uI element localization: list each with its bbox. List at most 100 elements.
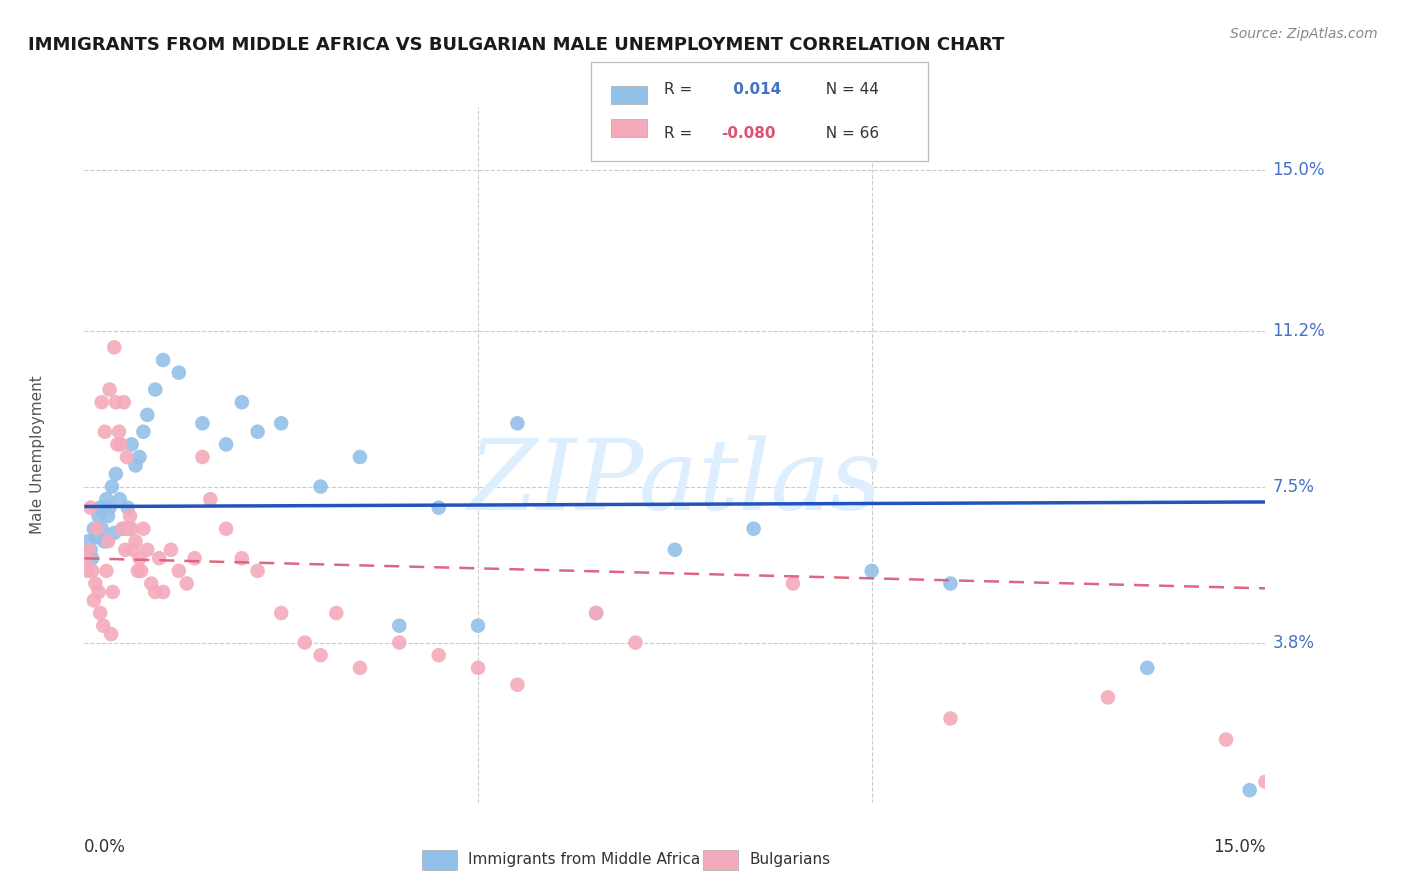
Point [93,534,115,549]
Point [128,551,150,566]
Point [89,500,111,515]
Point [467,661,489,675]
Point [270,417,292,431]
Point [100,627,122,641]
Point [585,606,607,620]
Point [104,467,127,481]
Point [108,425,131,439]
Point [96,564,118,578]
Point [101,585,124,599]
Point [624,635,647,649]
Point [309,479,332,493]
Point [152,585,174,599]
Text: 0.014: 0.014 [728,82,782,97]
Point [91,618,114,632]
Point [200,492,222,507]
Point [108,492,131,507]
Text: N = 66: N = 66 [815,126,879,141]
Point [325,606,347,620]
Point [87,585,110,599]
Point [141,576,163,591]
Point [148,551,170,566]
Point [349,661,371,675]
Point [110,437,132,451]
Point [152,353,174,368]
Point [111,522,134,536]
Point [112,522,135,536]
Point [136,408,159,422]
Point [427,500,450,515]
Point [506,417,529,431]
Point [83,593,105,607]
Point [349,450,371,464]
Point [94,425,117,439]
Point [309,648,332,663]
Point [215,522,238,536]
Point [79,500,101,515]
Point [82,551,104,566]
Text: 15.0%: 15.0% [1272,161,1324,179]
Point [427,648,450,663]
Text: 0.0%: 0.0% [84,838,127,856]
Point [124,458,146,473]
Point [215,437,238,451]
Point [97,534,120,549]
Point [1136,661,1159,675]
Point [89,606,111,620]
Point [103,525,125,540]
Point [742,522,765,536]
Point [176,576,198,591]
Point [82,564,104,578]
FancyBboxPatch shape [610,120,647,137]
Text: 15.0%: 15.0% [1213,838,1265,856]
Point [294,635,316,649]
Point [160,542,183,557]
Point [101,479,124,493]
Point [77,542,100,557]
Text: 7.5%: 7.5% [1272,477,1315,496]
Point [467,618,489,632]
Point [506,678,529,692]
Point [782,576,804,591]
Point [84,576,107,591]
Point [117,522,139,536]
Text: -0.080: -0.080 [721,126,776,141]
Point [84,530,107,544]
Point [246,425,269,439]
Text: IMMIGRANTS FROM MIDDLE AFRICA VS BULGARIAN MALE UNEMPLOYMENT CORRELATION CHART: IMMIGRANTS FROM MIDDLE AFRICA VS BULGARI… [28,36,1004,54]
Point [115,450,138,464]
Point [860,564,883,578]
Point [104,395,127,409]
Point [136,542,159,557]
Point [939,711,962,725]
Point [122,542,145,557]
Text: Bulgarians: Bulgarians [749,853,831,867]
Text: 11.2%: 11.2% [1272,321,1326,340]
Text: Source: ZipAtlas.com: Source: ZipAtlas.com [1230,27,1378,41]
Text: R =: R = [664,82,697,97]
Point [246,564,269,578]
Text: 3.8%: 3.8% [1272,633,1315,651]
Point [121,437,143,451]
Point [97,509,120,524]
Point [388,618,411,632]
Point [121,522,143,536]
Point [76,564,98,578]
Point [117,500,139,515]
Point [143,383,166,397]
Point [90,522,112,536]
Text: Male Unemployment: Male Unemployment [30,376,45,534]
Point [124,534,146,549]
Point [167,564,190,578]
Point [98,500,121,515]
Point [114,542,136,557]
Point [191,450,214,464]
Point [270,606,292,620]
Point [127,564,149,578]
Point [132,425,155,439]
Point [231,395,253,409]
Point [585,606,607,620]
Point [77,534,100,549]
Point [129,564,152,578]
Point [1215,732,1237,747]
